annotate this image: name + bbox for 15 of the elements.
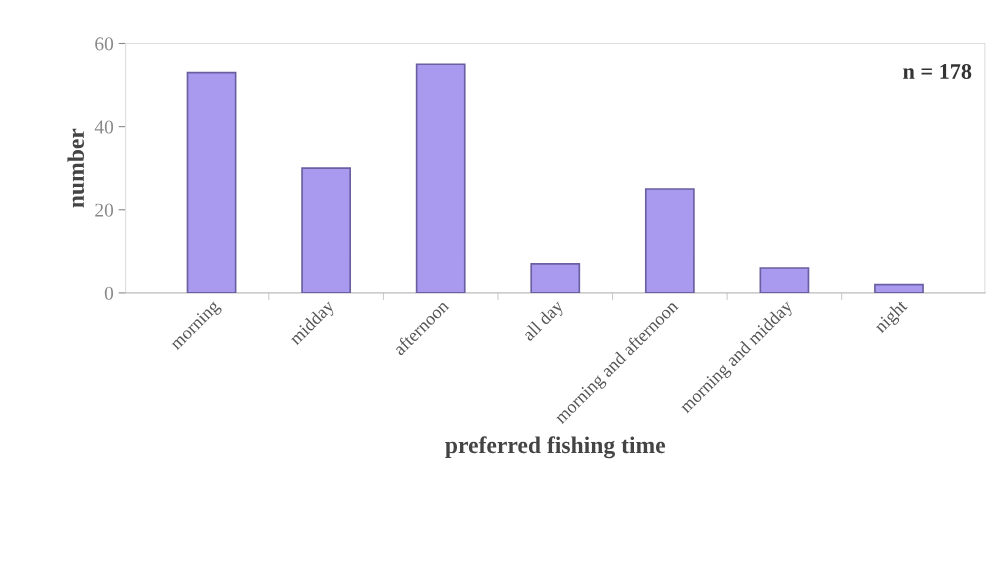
y-axis-title: number xyxy=(67,128,85,208)
x-tick-label: all day xyxy=(521,298,567,345)
bar xyxy=(874,283,924,293)
bar xyxy=(759,267,810,293)
bar xyxy=(186,71,237,293)
x-axis-title: preferred fishing time xyxy=(445,436,666,459)
bar xyxy=(415,63,466,293)
bar xyxy=(530,262,581,293)
y-tick-label: 20 xyxy=(95,203,114,217)
annotation: n = 178 xyxy=(903,63,972,79)
y-tick-label: 60 xyxy=(95,37,114,51)
y-tick-label: 40 xyxy=(94,120,114,134)
bar xyxy=(644,188,695,293)
bar xyxy=(301,167,352,293)
y-tick-label: 0 xyxy=(104,286,114,300)
